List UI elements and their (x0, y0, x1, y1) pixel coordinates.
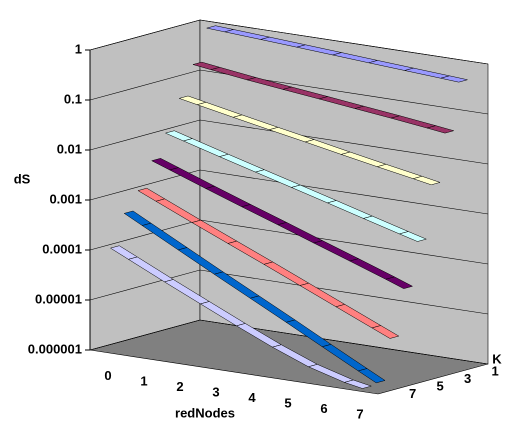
x-axis-title: redNodes (175, 405, 235, 420)
z-axis-title: K (492, 351, 502, 366)
x-tick-label: 7 (356, 407, 363, 422)
ribbon-segment (385, 276, 414, 289)
ribbon-segment (398, 231, 428, 242)
y-axis-title: dS (14, 171, 31, 186)
x-tick-label: 0 (104, 368, 111, 383)
x-tick-label: 2 (176, 379, 183, 394)
y-tick-label: 0.1 (64, 91, 82, 106)
z-tick-label: 1 (492, 363, 499, 378)
x-tick-label: 3 (212, 385, 219, 400)
grid-line (89, 269, 489, 315)
ribbon-segment (343, 379, 373, 389)
grid-line (89, 319, 489, 365)
x-tick-label: 1 (140, 374, 147, 389)
grid-line (89, 19, 489, 65)
x-tick-label: 5 (284, 396, 291, 411)
y-tick-label: 0.000001 (28, 341, 82, 356)
ribbon-segment (440, 75, 468, 83)
y-tick-label: 0.00001 (35, 291, 82, 306)
z-tick-label: 5 (437, 378, 444, 393)
ribbon-segment (357, 368, 386, 384)
grid-line (89, 169, 489, 215)
y-tick-label: 0.01 (57, 141, 82, 156)
y-tick-label: 0.0001 (42, 241, 82, 256)
ribbon-segment (412, 176, 441, 186)
ribbon-segment (371, 325, 400, 339)
x-tick-label: 6 (320, 401, 327, 416)
grid-line (89, 69, 489, 115)
z-tick-label: 3 (464, 371, 471, 386)
x-tick-label: 4 (248, 390, 256, 405)
y-tick-label: 0.001 (49, 191, 82, 206)
z-tick-label: 7 (409, 386, 416, 401)
ribbon-segment (426, 125, 455, 134)
grid-line (89, 119, 489, 165)
y-tick-label: 1 (75, 41, 82, 56)
